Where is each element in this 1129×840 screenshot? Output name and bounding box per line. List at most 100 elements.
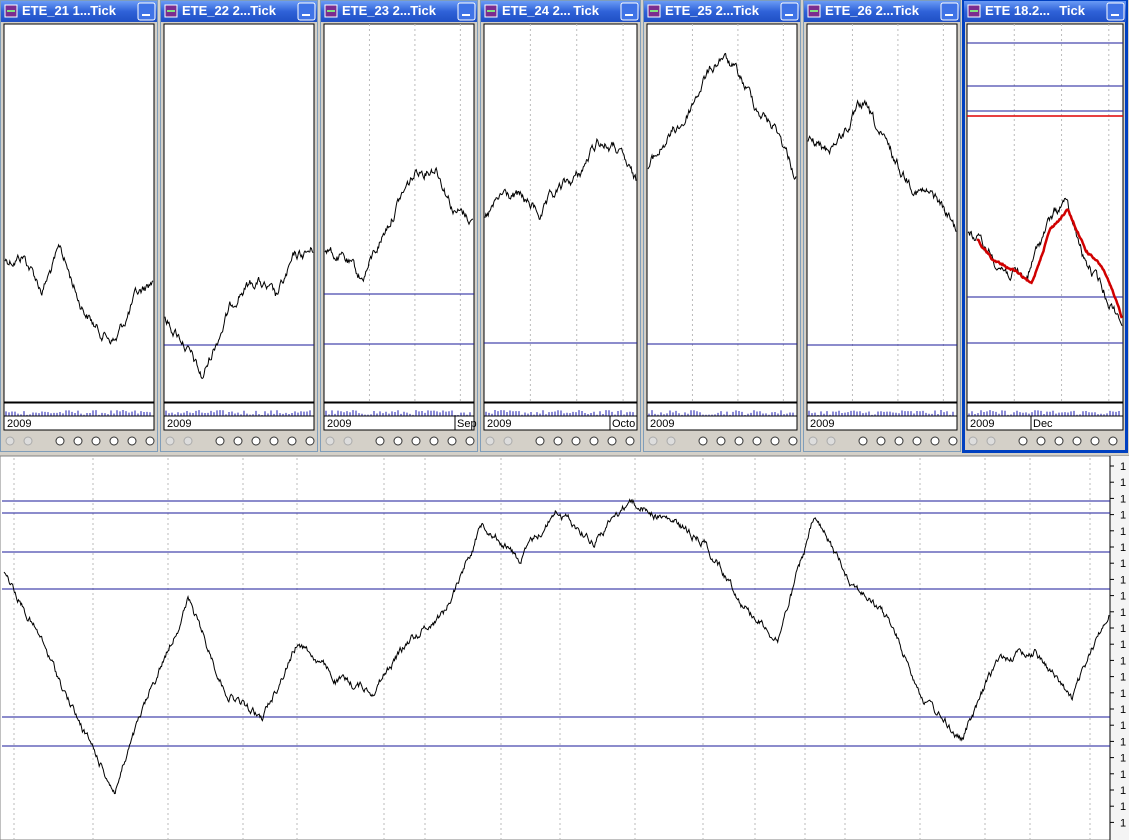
toolbar-button-scroll-right[interactable] [826,436,836,446]
title-bar [1,1,157,22]
toolbar-button-zoom-out[interactable] [287,436,297,446]
toolbar-button-refresh[interactable] [1018,436,1028,446]
toolbar-button-crosshair[interactable] [752,436,762,446]
date-label: Dec [1033,418,1053,430]
toolbar-button-scroll-left[interactable] [485,436,495,446]
minimize-button[interactable] [620,2,639,21]
toolbar-button-zoom-vertical[interactable] [1054,436,1064,446]
window-title: ETE_21 1... [22,3,91,18]
toolbar-button-cursor[interactable] [1036,436,1046,446]
toolbar-button-zoom-in[interactable] [305,436,315,446]
window-title: ETE 18.2... [985,3,1050,18]
price-line [484,137,637,220]
date-strip [323,415,475,431]
toolbar-button-crosshair[interactable] [1072,436,1082,446]
y-tick-label: 1 [1120,574,1126,586]
toolbar-button-cursor[interactable] [716,436,726,446]
plot-area [163,23,315,403]
toolbar-button-scroll-right[interactable] [343,436,353,446]
y-tick-label: 1 [1120,639,1126,651]
toolbar-button-zoom-in[interactable] [1108,436,1118,446]
toolbar-button-scroll-left[interactable] [165,436,175,446]
date-label: 2009 [327,418,351,430]
y-tick-label: 1 [1120,753,1126,765]
y-tick-label: 1 [1120,461,1126,473]
date-strip [483,415,638,431]
toolbar-button-scroll-right[interactable] [183,436,193,446]
plot-area [323,23,475,403]
toolbar-button-scroll-right[interactable] [986,436,996,446]
toolbar-button-zoom-out[interactable] [770,436,780,446]
toolbar-button-zoom-vertical[interactable] [251,436,261,446]
toolbar-button-crosshair[interactable] [912,436,922,446]
toolbar-button-crosshair[interactable] [589,436,599,446]
minimize-button[interactable] [1106,2,1125,21]
toolbar-button-scroll-right[interactable] [23,436,33,446]
toolbar-button-refresh[interactable] [55,436,65,446]
toolbar-button-zoom-in[interactable] [145,436,155,446]
y-tick-label: 1 [1120,769,1126,781]
price-line [647,52,797,180]
minimize-button[interactable] [297,2,316,21]
minimize-button[interactable] [457,2,476,21]
toolbar-button-cursor[interactable] [876,436,886,446]
toolbar-button-refresh[interactable] [858,436,868,446]
toolbar-button-zoom-out[interactable] [127,436,137,446]
toolbar-button-scroll-left[interactable] [5,436,15,446]
plot-area [806,23,958,403]
toolbar-button-zoom-vertical[interactable] [571,436,581,446]
toolbar-button-zoom-out[interactable] [607,436,617,446]
toolbar-button-zoom-vertical[interactable] [411,436,421,446]
chart-window: ETE_21 1... Tick 2009 [0,0,158,452]
toolbar-button-zoom-out[interactable] [930,436,940,446]
toolbar-button-scroll-right[interactable] [503,436,513,446]
y-tick-label: 1 [1120,817,1126,829]
toolbar-button-scroll-left[interactable] [648,436,658,446]
toolbar-button-zoom-out[interactable] [447,436,457,446]
date-label: 2009 [487,418,511,430]
toolbar-button-refresh[interactable] [698,436,708,446]
plot-area [483,23,638,403]
toolbar-button-zoom-in[interactable] [948,436,958,446]
toolbar-button-refresh[interactable] [535,436,545,446]
toolbar-button-zoom-in[interactable] [788,436,798,446]
minimize-button[interactable] [940,2,959,21]
toolbar-button-cursor[interactable] [73,436,83,446]
toolbar-button-zoom-vertical[interactable] [894,436,904,446]
toolbar-button-cursor[interactable] [233,436,243,446]
toolbar-button-cursor[interactable] [393,436,403,446]
price-line [324,166,474,283]
toolbar-button-scroll-left[interactable] [325,436,335,446]
toolbar-button-crosshair[interactable] [269,436,279,446]
toolbar-button-zoom-vertical[interactable] [734,436,744,446]
toolbar-button-zoom-vertical[interactable] [91,436,101,446]
price-line [164,246,314,379]
y-tick-label: 1 [1120,526,1126,538]
toolbar-button-scroll-left[interactable] [808,436,818,446]
date-label: Octo [612,418,635,430]
toolbar-button-zoom-in[interactable] [625,436,635,446]
window-title: ETE_23 2... [342,3,411,18]
y-tick-label: 1 [1120,542,1126,554]
toolbar-button-refresh[interactable] [375,436,385,446]
minimize-button[interactable] [137,2,156,21]
toolbar-button-refresh[interactable] [215,436,225,446]
toolbar-button-scroll-right[interactable] [666,436,676,446]
date-strip [966,415,1124,431]
toolbar-button-zoom-in[interactable] [465,436,475,446]
toolbar-button-crosshair[interactable] [429,436,439,446]
price-line [807,99,957,232]
toolbar-button-scroll-left[interactable] [968,436,978,446]
window-mode: Tick [893,3,920,18]
date-label: 2009 [167,418,191,430]
toolbar-button-crosshair[interactable] [109,436,119,446]
toolbar-button-zoom-out[interactable] [1090,436,1100,446]
minimize-button[interactable] [780,2,799,21]
toolbar-button-cursor[interactable] [553,436,563,446]
window-title: ETE_25 2... [665,3,734,18]
title-bar [481,1,640,22]
y-tick-label: 1 [1120,623,1126,635]
